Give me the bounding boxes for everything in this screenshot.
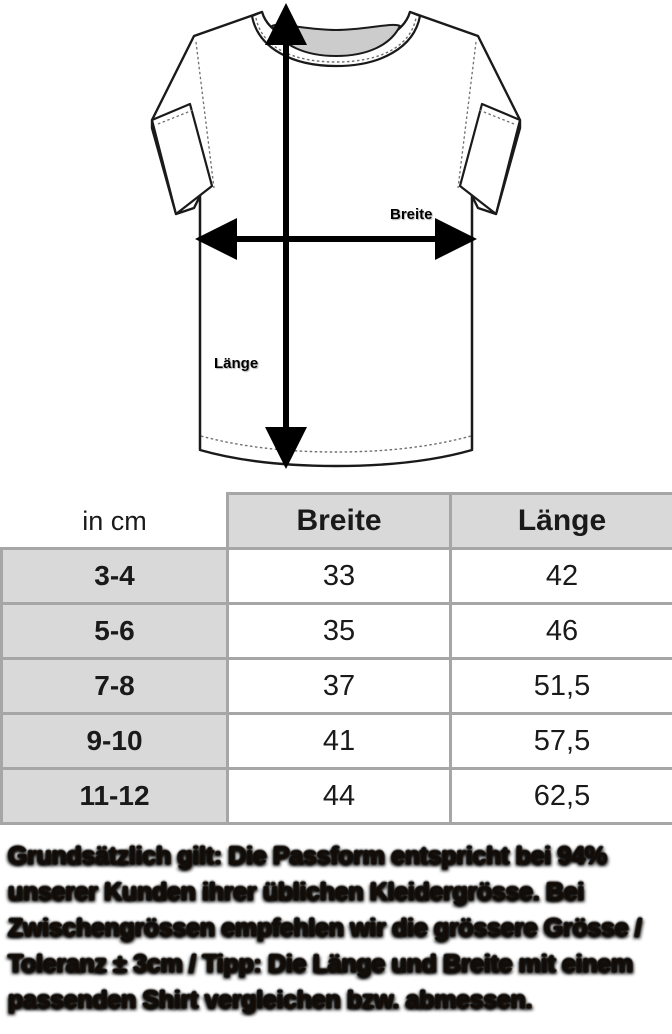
length-dimension-label: Länge: [214, 355, 259, 372]
size-chart-table: in cm Breite Länge 3-4 33 42 5-6 35 46 7…: [0, 492, 672, 825]
size-table-body: 3-4 33 42 5-6 35 46 7-8 37 51,5 9-10 41 …: [0, 547, 672, 825]
t-shirt-diagram: Breite Länge: [0, 0, 672, 490]
width-dimension-label: Breite: [390, 206, 433, 223]
right-sleeve-hem: [458, 102, 522, 216]
table-row: 9-10 41 57,5: [0, 712, 672, 770]
table-row: 3-4 33 42: [0, 547, 672, 605]
cell-size: 9-10: [0, 712, 229, 770]
cell-breite: 37: [226, 657, 452, 715]
size-table-head: in cm Breite Länge: [0, 492, 672, 550]
table-header-row: in cm Breite Länge: [0, 492, 672, 550]
fit-advice-note: Grundsätzlich gilt: Die Passform entspri…: [0, 838, 672, 1034]
cell-laenge: 57,5: [449, 712, 672, 770]
cell-laenge: 62,5: [449, 767, 672, 825]
cell-breite: 35: [226, 602, 452, 660]
header-unit: in cm: [0, 492, 229, 550]
cell-breite: 33: [226, 547, 452, 605]
header-laenge: Länge: [449, 492, 672, 550]
right-sleeve-stitch: [478, 109, 515, 125]
table-row: 11-12 44 62,5: [0, 767, 672, 825]
note-line: Grundsätzlich gilt: Die Passform entspri…: [8, 842, 607, 870]
bottom-hem-stitch: [200, 435, 472, 453]
table-row: 7-8 37 51,5: [0, 657, 672, 715]
cell-size: 5-6: [0, 602, 229, 660]
cell-laenge: 51,5: [449, 657, 672, 715]
note-line: unserer Kunden ihrer üblichen Kleidergrö…: [8, 878, 585, 906]
table-row: 5-6 35 46: [0, 602, 672, 660]
note-line: Toleranz ± 3cm / Tipp: Die Länge und Bre…: [8, 950, 633, 978]
cell-size: 7-8: [0, 657, 229, 715]
cell-size: 11-12: [0, 767, 229, 825]
cell-laenge: 42: [449, 547, 672, 605]
header-breite: Breite: [226, 492, 452, 550]
t-shirt-illustration: [150, 3, 522, 469]
cell-breite: 41: [226, 712, 452, 770]
left-sleeve-stitch: [157, 109, 194, 125]
left-sleeve-hem: [150, 102, 214, 216]
cell-laenge: 46: [449, 602, 672, 660]
note-line: passenden Shirt vergleichen bzw. abmesse…: [8, 986, 533, 1014]
cell-breite: 44: [226, 767, 452, 825]
note-line: Zwischengrössen empfehlen wir die grösse…: [8, 914, 642, 942]
cell-size: 3-4: [0, 547, 229, 605]
